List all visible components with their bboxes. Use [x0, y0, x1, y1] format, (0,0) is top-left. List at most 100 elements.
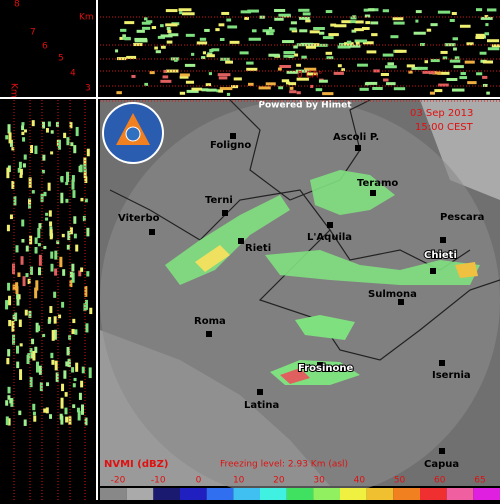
echo-cell [440, 50, 448, 54]
echo-cell [86, 227, 90, 237]
echo-cell [354, 39, 368, 43]
echo-cell [244, 16, 249, 20]
echo-cell [296, 91, 301, 95]
echo-cell [354, 28, 364, 32]
echo-cell [475, 33, 486, 37]
scale-swatch [313, 488, 340, 500]
echo-cell [313, 26, 325, 30]
echo-cell [350, 16, 357, 20]
echo-cell [424, 60, 429, 64]
echo-cell [167, 29, 172, 33]
echo-cell [17, 272, 21, 277]
echo-cell [415, 10, 422, 14]
scale-swatch [393, 488, 420, 500]
echo-cell [84, 417, 88, 426]
echo-cell [66, 137, 70, 146]
echo-cell [337, 64, 342, 68]
echo-cell [240, 10, 252, 14]
echo-cell [61, 383, 65, 392]
date: 03 Sep 2013 [410, 108, 473, 119]
echo-cell [61, 233, 65, 238]
echo-cell [484, 15, 489, 19]
echo-cell [75, 362, 79, 372]
echo-cell [72, 404, 76, 409]
echo-cell [288, 82, 297, 86]
echo-cell [268, 53, 280, 57]
echo-cell [141, 21, 151, 25]
echo-cell [72, 383, 76, 388]
scale-swatch [100, 488, 127, 500]
echo-cell [475, 8, 483, 12]
echo-cell [451, 12, 457, 16]
echo-cell [83, 168, 87, 179]
scale-swatch [473, 488, 500, 500]
echo-cell [355, 41, 360, 45]
echo-cell [258, 86, 271, 90]
echo-cell [211, 48, 220, 52]
echo-cell [482, 60, 494, 64]
echo-cell [142, 26, 151, 30]
echo-cell [334, 24, 347, 28]
echo-cell [326, 56, 334, 60]
echo-cell [217, 73, 231, 77]
echo-cell [300, 42, 314, 46]
echo-cell [289, 27, 297, 31]
echo-cell [53, 316, 57, 324]
height-label: 4 [70, 69, 76, 79]
echo-cell [67, 360, 71, 367]
echo-cell [322, 36, 334, 40]
scale-swatch [260, 488, 287, 500]
city-label: Pescara [440, 212, 484, 223]
freezing-level: Freezing level: 2.93 Km (asl) [220, 460, 348, 470]
echo-cell [86, 271, 90, 277]
echo-cell [476, 72, 483, 76]
echo-cell [79, 164, 83, 173]
echo-cell [55, 122, 59, 127]
echo-cell [78, 270, 82, 277]
echo-cell [218, 89, 224, 93]
echo-cell [322, 92, 334, 96]
echo-cell [22, 276, 26, 287]
scale-label: 60 [434, 476, 446, 486]
echo-cell [31, 338, 35, 345]
echo-cell [306, 72, 318, 76]
height-label: 5 [58, 54, 64, 64]
echo-cell [42, 154, 46, 161]
echo-cell [304, 67, 317, 71]
echo-cell [19, 174, 23, 178]
echo-cell [75, 244, 79, 252]
echo-cell [35, 280, 39, 291]
echo-cell [63, 132, 67, 139]
echo-cell [31, 190, 35, 194]
logo [102, 102, 164, 164]
city-label: Ascoli P. [333, 132, 379, 143]
echo-cell [315, 43, 328, 47]
echo-cell [116, 91, 122, 95]
echo-cell [491, 44, 500, 48]
echo-cell [206, 54, 215, 58]
echo-cell [9, 398, 13, 404]
echo-cell [384, 65, 397, 69]
echo-cell [265, 82, 276, 86]
echo-cell [73, 145, 77, 154]
echo-cell [487, 8, 497, 12]
echo-cell [21, 125, 25, 131]
echo-cell [66, 171, 70, 183]
echo-cell [56, 240, 60, 245]
scale-swatch [180, 488, 207, 500]
echo-cell [305, 19, 311, 23]
echo-cell [19, 343, 23, 347]
echo-cell [60, 415, 64, 425]
echo-cell [432, 71, 442, 75]
echo-cell [289, 90, 297, 94]
echo-cell [37, 227, 41, 239]
echo-cell [53, 291, 57, 298]
echo-cell [283, 54, 295, 58]
echo-cell [429, 91, 435, 95]
echo-cell [364, 82, 370, 86]
echo-cell [278, 86, 284, 90]
echo-cell [74, 329, 78, 335]
echo-cell [41, 121, 45, 129]
scale-label: -10 [151, 476, 166, 486]
